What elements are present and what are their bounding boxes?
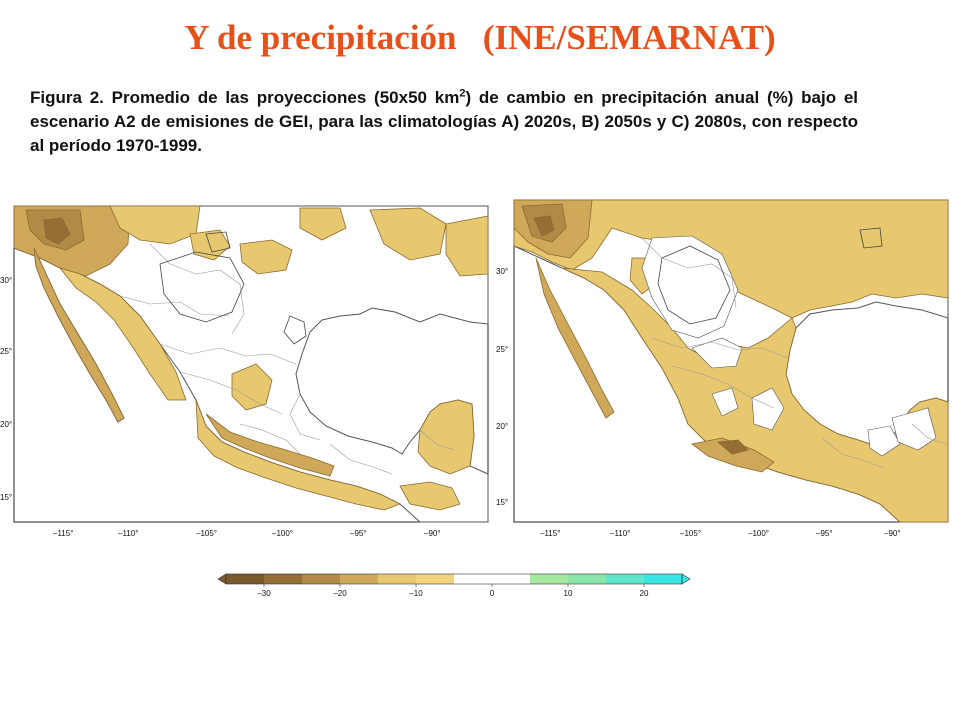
colorbar-segments <box>217 573 691 585</box>
state-borders <box>641 237 947 469</box>
lat-tick: 30° <box>496 267 508 276</box>
lon-tick: –115° <box>540 529 560 538</box>
lat-tick: 20° <box>0 420 12 429</box>
caption-superscript: 2 <box>459 87 466 100</box>
lat-tick: 15° <box>0 493 12 502</box>
lon-ticks: –115° –110° –105° –100° –95° –90° <box>540 529 901 538</box>
lat-tick: 20° <box>496 422 508 431</box>
state-borders <box>119 243 455 475</box>
colorbar-labels: –30–20–100102030 <box>257 584 725 598</box>
map-2020s: –115° –110° –105° –100° –95° –90° 30° 25… <box>0 204 490 544</box>
lon-tick: –105° <box>680 529 701 538</box>
colorbar: –30–20–100102030 <box>214 570 725 609</box>
lon-tick: –115° <box>53 529 73 538</box>
precip-decrease-areas <box>513 199 949 523</box>
colorbar-swatch <box>568 574 606 584</box>
lat-tick: 25° <box>0 347 12 356</box>
colorbar-min-arrow <box>217 573 227 585</box>
lon-tick: –90° <box>424 529 441 538</box>
colorbar-swatch <box>264 574 302 584</box>
colorbar-max-arrow <box>681 573 691 585</box>
colorbar-border <box>225 573 683 585</box>
colorbar-swatch <box>492 574 530 584</box>
lon-tick: –100° <box>272 529 293 538</box>
colorbar-swatch <box>302 574 340 584</box>
colorbar-swatch <box>606 574 644 584</box>
colorbar-swatch <box>416 574 454 584</box>
colorbar-swatch <box>378 574 416 584</box>
lon-tick: –105° <box>196 529 217 538</box>
lon-ticks: –115° –110° –105° –100° –95° –90° <box>53 529 441 538</box>
colorbar-label: –30 <box>257 589 271 598</box>
contour-lines <box>657 227 883 325</box>
colorbar-swatch <box>644 574 682 584</box>
lat-tick: 25° <box>496 345 508 354</box>
near-zero-areas <box>641 235 937 457</box>
map-2020s-svg: –115° –110° –105° –100° –95° –90° 30° 25… <box>0 205 489 538</box>
colorbar-label: 20 <box>640 589 649 598</box>
lon-tick: –90° <box>884 529 901 538</box>
lat-ticks: 30° 25° 20° 15° <box>0 276 12 502</box>
lat-tick: 30° <box>0 276 12 285</box>
lon-tick: –95° <box>350 529 367 538</box>
slide-title: Y de precipitación (INE/SEMARNAT) <box>184 18 776 57</box>
colorbar-swatch <box>454 574 492 584</box>
lon-tick: –95° <box>816 529 833 538</box>
lat-tick: 15° <box>496 498 508 507</box>
lon-tick: –110° <box>118 529 138 538</box>
caption-text-start: Figura 2. Promedio de las proyecciones (… <box>30 88 460 107</box>
colorbar-swatch <box>226 574 264 584</box>
lon-tick: –100° <box>748 529 769 538</box>
colorbar-label: –20 <box>333 589 347 598</box>
map-2050s: –115° –110° –105° –100° –95° –90° 30° 25… <box>492 198 952 544</box>
colorbar-svg: –30–20–100102030 <box>217 573 725 598</box>
caption-text-end: ) de cambio en precipitación anual (%) b… <box>30 88 859 155</box>
lat-ticks: 30° 25° 20° 15° <box>496 267 508 507</box>
figure-caption: Figura 2. Promedio de las proyecciones (… <box>30 86 858 158</box>
colorbar-label: –10 <box>409 589 423 598</box>
colorbar-label: 0 <box>490 589 495 598</box>
colorbar-label: 10 <box>564 589 573 598</box>
contour-lines <box>159 231 307 345</box>
map-2050s-svg: –115° –110° –105° –100° –95° –90° 30° 25… <box>496 199 949 538</box>
lon-tick: –110° <box>610 529 630 538</box>
precip-decrease-areas <box>13 205 489 511</box>
colorbar-swatch <box>340 574 378 584</box>
colorbar-swatch <box>530 574 568 584</box>
